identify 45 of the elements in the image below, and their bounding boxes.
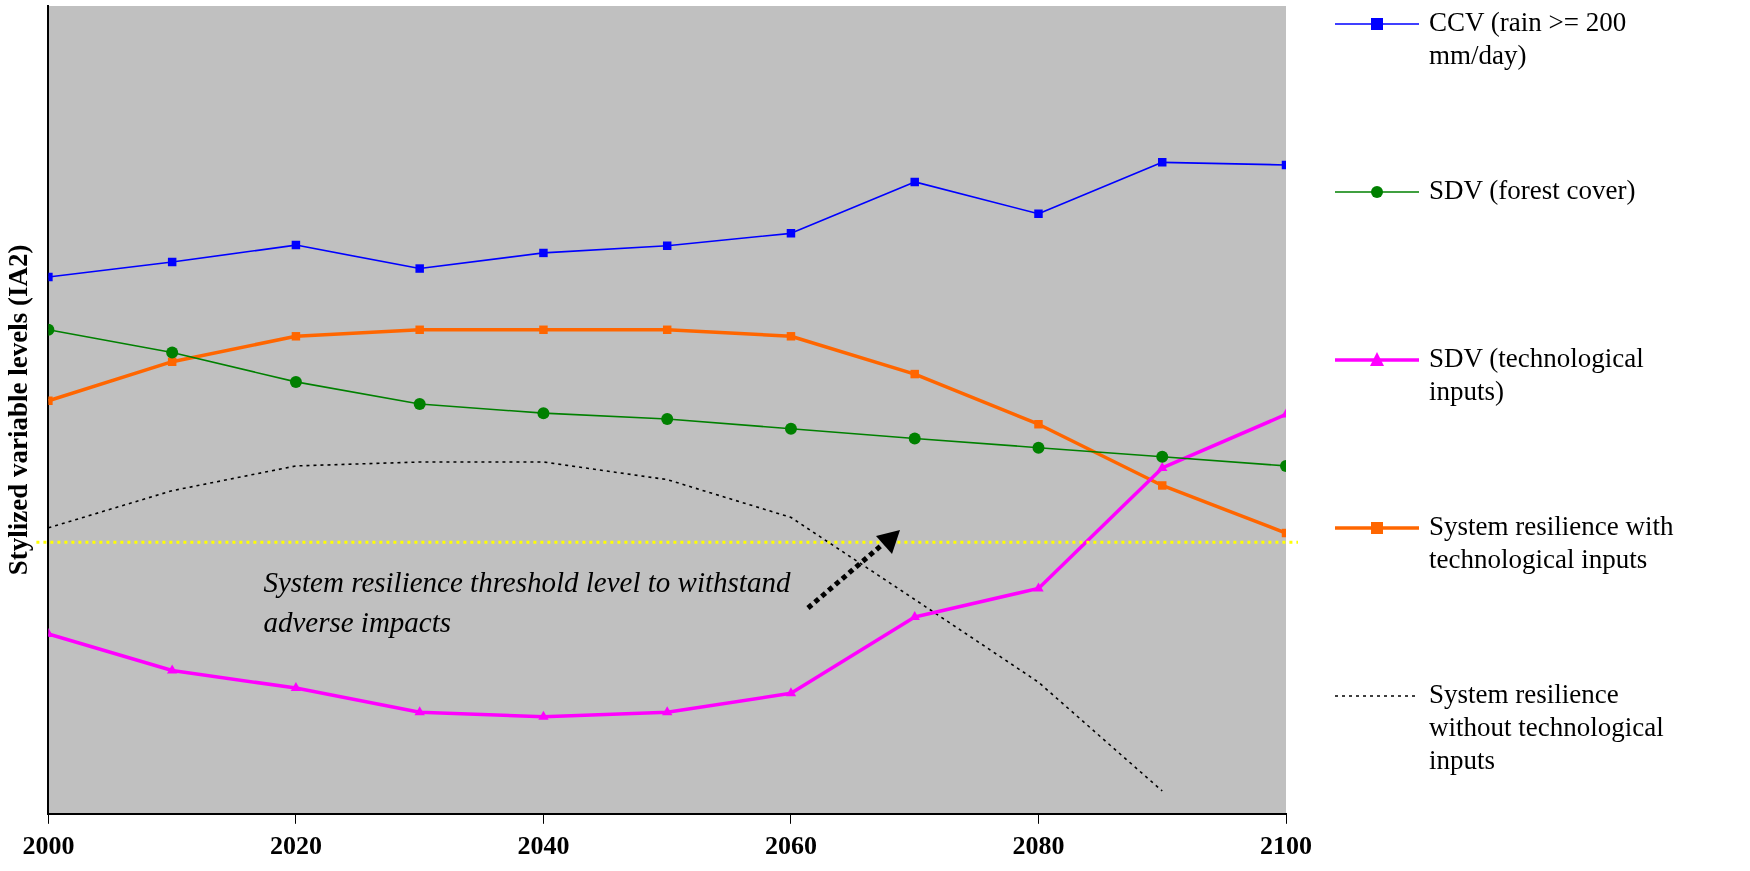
ref-line-label: System resilience threshold level to withstand adverse impacts: [263, 565, 792, 641]
point: [415, 325, 424, 335]
point: [910, 177, 919, 187]
point: [786, 332, 796, 341]
point: [1158, 158, 1167, 167]
point: [1156, 450, 1169, 463]
legend-label: System resilience without technological inputs: [1429, 678, 1665, 777]
point: [786, 229, 796, 238]
point: [538, 710, 549, 720]
point: [1034, 209, 1043, 219]
point: [910, 369, 919, 379]
point: [1033, 582, 1044, 592]
legend-label: SDV (forest cover): [1429, 174, 1637, 207]
x-tick-label: 2020: [269, 831, 322, 861]
point: [1032, 441, 1045, 454]
point: [662, 706, 673, 716]
point: [414, 706, 425, 716]
point: [909, 611, 920, 621]
point: [784, 422, 797, 435]
legend-label: System resilience with technological inputs: [1429, 510, 1675, 576]
x-tick-label: 2000: [22, 831, 75, 861]
point: [1158, 481, 1167, 490]
point: [908, 432, 921, 445]
point: [291, 332, 301, 341]
x-tick-label: 2060: [764, 831, 817, 861]
point: [539, 325, 548, 335]
x-tick-label: 2040: [517, 831, 570, 861]
point: [539, 248, 548, 258]
point: [662, 241, 672, 250]
point: [415, 264, 424, 273]
point: [167, 357, 177, 366]
point: [1034, 419, 1043, 429]
legend-label: SDV (technological inputs): [1429, 342, 1645, 408]
x-tick-label: 2080: [1012, 831, 1065, 861]
point: [413, 398, 426, 411]
point: [785, 687, 797, 697]
point: [537, 407, 550, 420]
x-tick-label: 2100: [1260, 831, 1312, 861]
point: [1157, 461, 1168, 471]
legend-label: CCV (rain >= 200 mm/day): [1429, 6, 1628, 72]
point: [661, 413, 674, 426]
y-axis-title: Stylized variable levels (IA2): [3, 244, 34, 576]
point: [289, 375, 302, 388]
point: [290, 682, 302, 692]
point: [166, 346, 179, 359]
